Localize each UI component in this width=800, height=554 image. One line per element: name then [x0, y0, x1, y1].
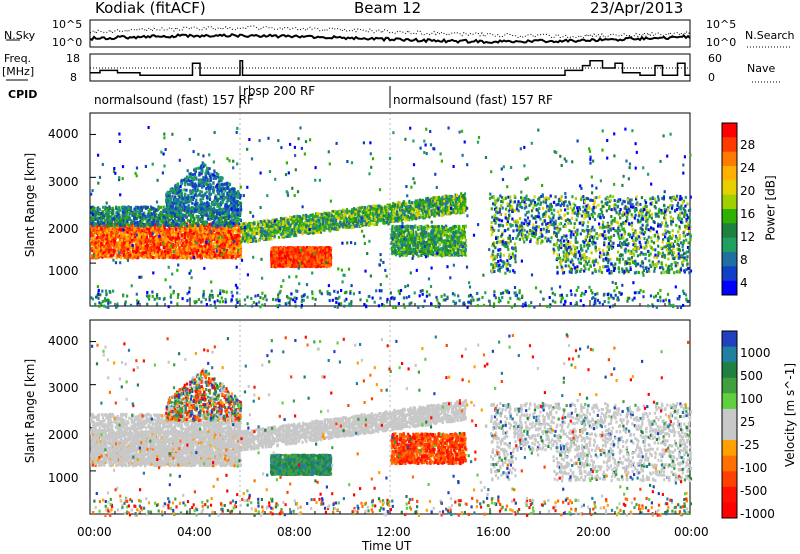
- velocity-colorbar-swatch: [722, 378, 737, 394]
- power-colorbar-swatch: [722, 238, 737, 253]
- noise-panel-frame: [90, 20, 690, 47]
- velocity-colorbar-swatch: [722, 409, 737, 425]
- velocity-colorbar-swatch: [722, 393, 737, 409]
- velocity-colorbar-swatch: [722, 347, 737, 363]
- power-colorbar-swatch: [722, 209, 737, 224]
- power-colorbar-swatch: [722, 252, 737, 267]
- power-colorbar-swatch: [722, 180, 737, 195]
- power-colorbar-swatch: [722, 152, 737, 167]
- power-colorbar-swatch: [722, 281, 737, 296]
- velocity-colorbar-swatch: [722, 440, 737, 456]
- velocity-colorbar-swatch: [722, 502, 737, 518]
- power-colorbar-swatch: [722, 223, 737, 238]
- power-colorbar-swatch: [722, 166, 737, 181]
- noise-sky-trace: [90, 34, 690, 43]
- velocity-scatter-cells: [90, 333, 692, 517]
- velocity-colorbar-swatch: [722, 456, 737, 472]
- power-colorbar-swatch: [722, 123, 737, 138]
- power-colorbar-swatch: [722, 137, 737, 152]
- velocity-colorbar-swatch: [722, 487, 737, 503]
- power-colorbar-swatch: [722, 266, 737, 281]
- velocity-colorbar-swatch: [722, 331, 737, 347]
- velocity-colorbar-swatch: [722, 362, 737, 378]
- velocity-colorbar-swatch: [722, 471, 737, 487]
- power-colorbar-swatch: [722, 195, 737, 210]
- velocity-colorbar-swatch: [722, 425, 737, 441]
- power-scatter-cells: [90, 126, 692, 309]
